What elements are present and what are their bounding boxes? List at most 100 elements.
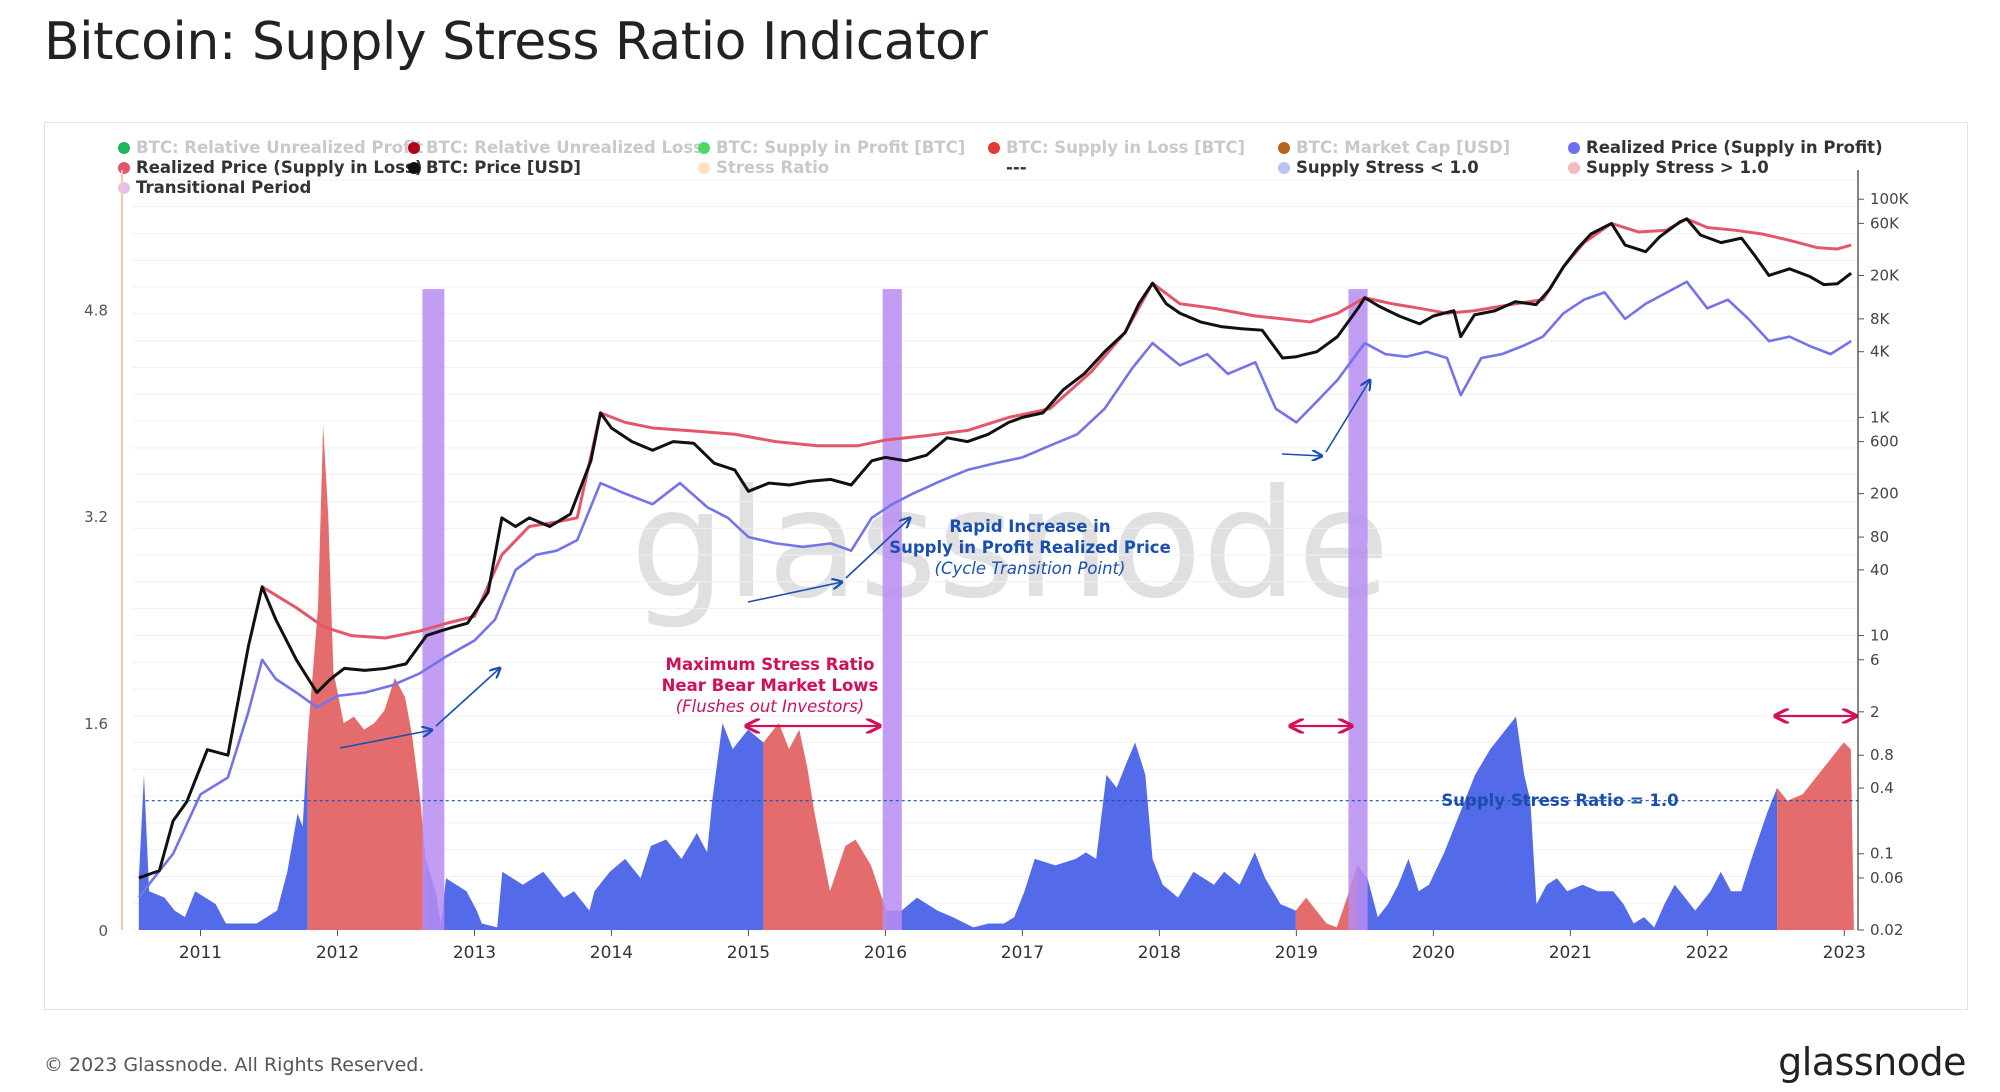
legend-label: BTC: Supply in Profit [BTC] <box>716 138 966 157</box>
blue-arrow-2019b <box>1325 380 1370 453</box>
legend-label: BTC: Price [USD] <box>426 158 581 177</box>
legend-swatch <box>1568 161 1580 174</box>
x-tick-label: 2021 <box>1549 943 1592 963</box>
legend-label: Realized Price (Supply in Profit) <box>1586 138 1883 157</box>
stress-area-high <box>1295 865 1358 930</box>
x-tick-label: 2014 <box>590 943 633 963</box>
legend-label: Stress Ratio <box>716 158 830 177</box>
transitional-period-bar <box>882 289 902 930</box>
blue-arrow-2015b <box>845 518 910 579</box>
x-tick-label: 2016 <box>864 943 907 963</box>
legend-item[interactable]: BTC: Market Cap [USD] <box>1278 138 1510 157</box>
annotation-threshold: Supply Stress Ratio = 1.0 <box>1441 791 1679 810</box>
right-tick-label: 0.4 <box>1870 779 1894 797</box>
x-tick-label: 2017 <box>1001 943 1044 963</box>
x-tick-label: 2018 <box>1138 943 1181 963</box>
transitional-period-bar <box>1348 289 1368 930</box>
right-tick-label: 0.8 <box>1870 746 1894 764</box>
legend-label: --- <box>1006 158 1027 177</box>
legend-label: BTC: Relative Unrealized Profit <box>136 138 424 157</box>
legend-item[interactable]: Stress Ratio <box>698 158 829 177</box>
legend-label: BTC: Relative Unrealized Loss <box>426 138 703 157</box>
legend-swatch <box>408 161 420 174</box>
legend-item[interactable]: --- <box>988 158 1027 177</box>
right-tick-label: 2 <box>1870 703 1880 721</box>
x-tick-label: 2022 <box>1686 943 1729 963</box>
stress-area-low <box>138 736 308 930</box>
right-tick-label: 4K <box>1870 343 1891 361</box>
legend-label: Transitional Period <box>136 178 312 197</box>
right-tick-label: 0.02 <box>1870 921 1903 939</box>
left-tick-label: 1.6 <box>84 715 108 733</box>
legend-item[interactable]: BTC: Supply in Profit [BTC] <box>698 138 965 157</box>
page-title: Bitcoin: Supply Stress Ratio Indicator <box>44 12 988 72</box>
right-tick-label: 100K <box>1870 190 1910 208</box>
rp-profit-line <box>137 280 1852 898</box>
blue-arrow-2012b <box>435 668 500 727</box>
stress-area-high <box>1777 742 1854 930</box>
right-tick-label: 40 <box>1870 561 1889 579</box>
stress-area-low <box>886 742 1296 930</box>
x-tick-label: 2013 <box>453 943 496 963</box>
price-line <box>138 217 1853 880</box>
legend-item[interactable]: BTC: Supply in Loss [BTC] <box>988 138 1245 157</box>
annotation-stress: Maximum Stress Ratio Near Bear Market Lo… <box>640 654 900 717</box>
glassnode-logo: glassnode <box>1778 1040 1966 1084</box>
legend-item[interactable]: BTC: Price [USD] <box>408 158 581 177</box>
x-tick-label: 2023 <box>1823 943 1866 963</box>
legend-label: Supply Stress > 1.0 <box>1586 158 1769 177</box>
stress-area-low <box>1357 716 1778 930</box>
legend-label: BTC: Supply in Loss [BTC] <box>1006 138 1246 157</box>
annotation-rapid-line1: Rapid Increase in <box>949 517 1111 536</box>
legend-item[interactable]: BTC: Relative Unrealized Loss <box>408 138 703 157</box>
rp-loss-line <box>261 217 1852 640</box>
legend-label: Supply Stress < 1.0 <box>1296 158 1479 177</box>
x-tick-label: 2019 <box>1275 943 1318 963</box>
right-tick-label: 6 <box>1870 651 1880 669</box>
legend-swatch <box>118 141 130 154</box>
left-tick-label: 4.8 <box>84 301 108 319</box>
legend-swatch <box>1568 141 1580 154</box>
legend-swatch <box>698 141 710 154</box>
x-tick-label: 2011 <box>179 943 222 963</box>
legend-item[interactable]: Supply Stress < 1.0 <box>1278 158 1479 177</box>
left-tick-label: 0 <box>98 922 108 940</box>
right-tick-label: 600 <box>1870 433 1899 451</box>
right-tick-label: 200 <box>1870 485 1899 503</box>
right-tick-label: 1K <box>1870 408 1891 426</box>
legend-swatch <box>1278 141 1290 154</box>
right-tick-label: 0.1 <box>1870 845 1894 863</box>
annotation-rapid-line3: (Cycle Transition Point) <box>934 559 1126 578</box>
legend-label: BTC: Market Cap [USD] <box>1296 138 1511 157</box>
blue-arrow-2019a <box>1281 454 1322 456</box>
blue-arrow-2012a <box>339 730 432 749</box>
right-tick-label: 10 <box>1870 627 1889 645</box>
x-tick-label: 2015 <box>727 943 770 963</box>
annotation-rapid: Rapid Increase in Supply in Profit Reali… <box>880 516 1180 579</box>
stress-area-low <box>425 723 764 930</box>
annotation-stress-line3: (Flushes out Investors) <box>675 697 865 716</box>
legend-swatch <box>988 141 1000 154</box>
stress-area-high <box>307 425 426 930</box>
right-tick-label: 0.06 <box>1870 869 1903 887</box>
right-tick-label: 8K <box>1870 310 1891 328</box>
stress-area-high <box>763 723 887 930</box>
right-tick-label: 60K <box>1870 214 1900 232</box>
x-tick-label: 2020 <box>1412 943 1455 963</box>
x-tick-label: 2012 <box>316 943 359 963</box>
copyright: © 2023 Glassnode. All Rights Reserved. <box>44 1054 425 1076</box>
annotation-stress-line1: Maximum Stress Ratio <box>665 655 875 674</box>
right-tick-label: 20K <box>1870 266 1900 284</box>
blue-arrow-2015a <box>747 582 842 603</box>
legend-item[interactable]: Supply Stress > 1.0 <box>1568 158 1769 177</box>
legend-label: Realized Price (Supply in Loss) <box>136 158 423 177</box>
right-tick-label: 80 <box>1870 528 1889 546</box>
legend-item[interactable]: BTC: Relative Unrealized Profit <box>118 138 423 157</box>
transitional-period-bar <box>422 289 445 930</box>
legend-item[interactable]: Realized Price (Supply in Profit) <box>1568 138 1883 157</box>
left-tick-label: 3.2 <box>84 508 108 526</box>
legend-swatch <box>1278 161 1290 174</box>
legend-swatch <box>408 141 420 154</box>
annotation-rapid-line2: Supply in Profit Realized Price <box>889 538 1171 557</box>
